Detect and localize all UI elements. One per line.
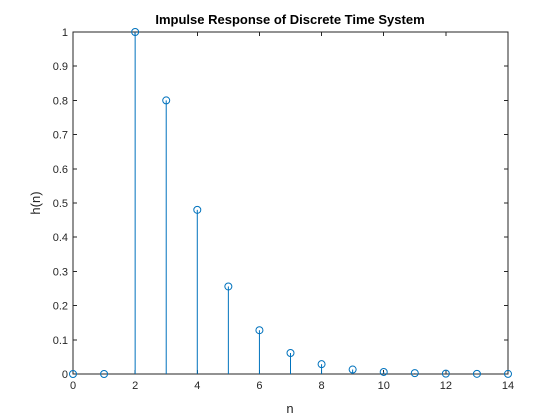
stem-marker	[441, 369, 450, 378]
y-tick-label: 0.2	[53, 301, 68, 313]
y-tick-label: 0	[62, 369, 68, 381]
stem-marker	[162, 96, 171, 105]
stem-marker	[255, 326, 264, 335]
stem-marker	[131, 28, 140, 36]
x-tick-label: 6	[256, 380, 262, 392]
x-tick-label: 10	[378, 380, 390, 392]
x-axis-label: n	[286, 401, 293, 416]
x-axis: 0 2 4 6 8 10 12 14	[70, 32, 514, 392]
y-tick-label: 0.9	[53, 61, 68, 73]
stem-marker	[504, 369, 512, 378]
x-tick-label: 0	[70, 380, 76, 392]
y-axis: 0 0.1 0.2 0.3 0.4 0.5 0.6 0.7 0.8 0.9 1	[53, 27, 508, 381]
x-tick-label: 2	[132, 380, 138, 392]
stem-marker	[472, 369, 481, 378]
y-tick-label: 0.6	[53, 164, 68, 176]
stem-marker	[286, 349, 295, 358]
y-tick-label: 0.4	[53, 232, 68, 244]
y-tick-label: 0.1	[53, 335, 68, 347]
stem-marker	[100, 370, 109, 378]
y-tick-label: 0.7	[53, 130, 68, 142]
stem-marker	[317, 360, 326, 369]
chart-title: Impulse Response of Discrete Time System	[155, 12, 424, 27]
stem-marker	[69, 370, 77, 378]
x-tick-label: 14	[502, 380, 514, 392]
stem-marker	[224, 282, 233, 291]
x-tick-label: 12	[440, 380, 452, 392]
stem-marker	[348, 365, 357, 374]
stem-marker	[193, 205, 202, 214]
stem-marker	[410, 369, 419, 378]
x-tick-label: 8	[319, 380, 325, 392]
stem-series	[69, 28, 512, 378]
y-tick-label: 0.5	[53, 198, 68, 210]
stem-marker	[379, 367, 388, 376]
plot-area	[72, 31, 509, 375]
x-tick-label: 4	[194, 380, 200, 392]
y-axis-label: h(n)	[28, 191, 43, 214]
y-tick-label: 0.3	[53, 266, 68, 278]
y-tick-label: 1	[62, 27, 68, 39]
y-tick-label: 0.8	[53, 95, 68, 107]
